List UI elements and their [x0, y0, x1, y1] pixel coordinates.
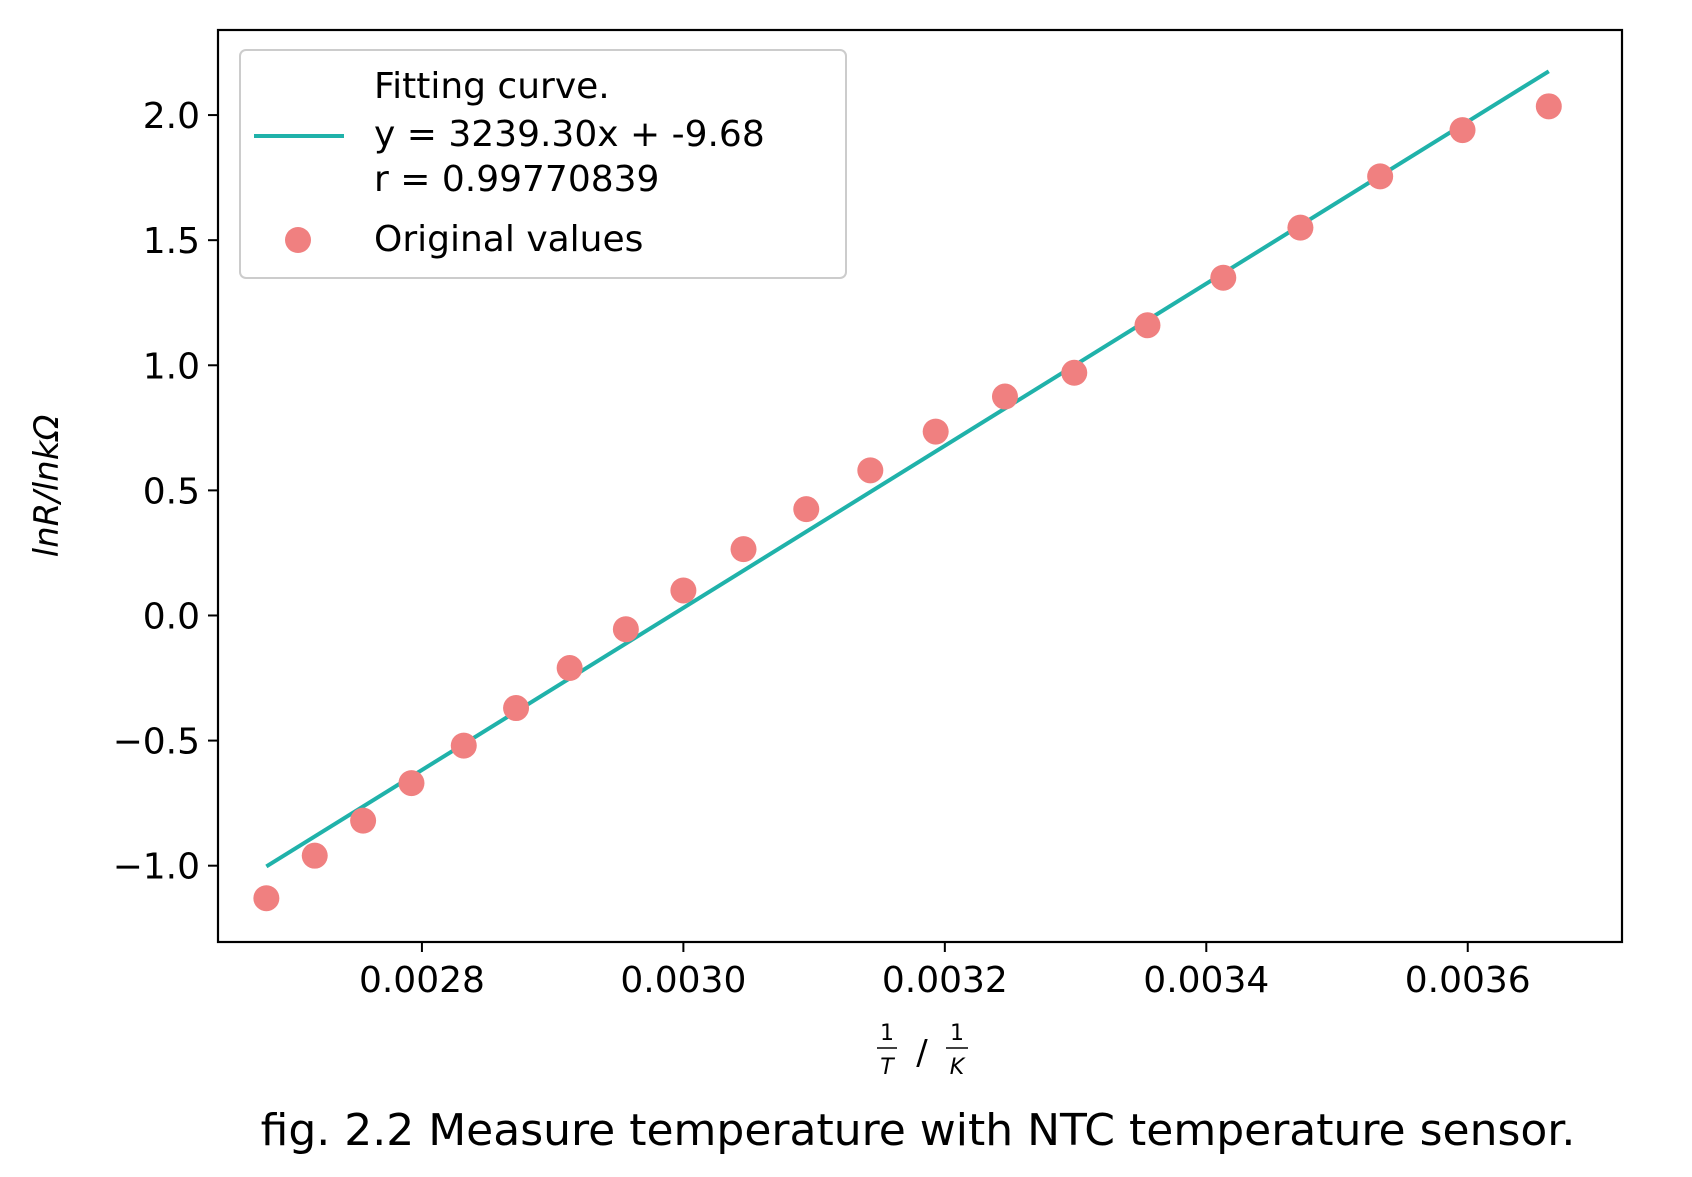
data-point	[857, 457, 884, 484]
fitting-curve-line	[265, 69, 1550, 869]
x-label-numerator-right: 1	[950, 1021, 964, 1046]
legend: Fitting curve. y = 3239.30x + -9.68 r = …	[239, 49, 847, 279]
y-tick-label: 1.5	[143, 221, 200, 262]
legend-fit-correlation: r = 0.99770839	[374, 159, 659, 200]
y-tick-label: −0.5	[113, 722, 200, 763]
y-axis-label: lnR/lnkΩ	[27, 415, 67, 558]
data-point	[450, 732, 477, 759]
data-point	[670, 577, 697, 604]
plot-marks	[253, 69, 1562, 912]
axis-ticks: 0.0028 0.0030 0.0032 0.0034 0.0036 −1.0 −0.5 0.…	[113, 96, 1531, 1001]
data-point	[1061, 359, 1088, 386]
data-point	[1449, 117, 1476, 144]
data-point	[1367, 163, 1394, 190]
data-point	[612, 616, 639, 643]
data-point	[1210, 264, 1237, 291]
x-axis-label: 1 T / 1 K	[877, 1021, 968, 1080]
x-label-denominator-right: K	[950, 1055, 966, 1080]
plot-frame	[216, 28, 1624, 944]
y-tick-label: −1.0	[113, 847, 200, 888]
x-tick-label: 0.0036	[1405, 960, 1531, 1001]
data-point	[350, 807, 377, 834]
y-tick-label: 0.5	[143, 471, 200, 512]
data-point	[253, 885, 280, 912]
data-point	[793, 496, 820, 523]
y-tick-label: 2.0	[143, 96, 200, 137]
data-point	[556, 655, 583, 682]
data-point	[922, 418, 949, 445]
data-point	[301, 842, 328, 869]
x-tick-label: 0.0028	[359, 960, 485, 1001]
data-point	[1134, 312, 1161, 339]
y-tick-label: 1.0	[143, 346, 200, 387]
legend-original-label: Original values	[374, 219, 643, 260]
data-point	[398, 770, 425, 797]
legend-fit-label: Fitting curve.	[374, 66, 610, 107]
legend-box	[239, 49, 847, 279]
legend-fit-equation: y = 3239.30x + -9.68	[374, 114, 765, 155]
legend-dot-swatch	[285, 227, 311, 253]
x-label-denominator-left: T	[880, 1055, 895, 1080]
data-point	[503, 695, 530, 722]
data-point	[1535, 93, 1562, 120]
x-tick-label: 0.0034	[1143, 960, 1269, 1001]
y-tick-label: 0.0	[143, 596, 200, 637]
x-label-separator: /	[916, 1033, 928, 1073]
data-point	[730, 536, 757, 563]
data-point	[1287, 214, 1314, 241]
figure-caption: fig. 2.2 Measure temperature with NTC te…	[261, 1105, 1576, 1156]
data-point	[991, 383, 1018, 410]
x-tick-label: 0.0032	[882, 960, 1008, 1001]
x-tick-label: 0.0030	[620, 960, 746, 1001]
x-label-numerator-left: 1	[880, 1021, 894, 1046]
